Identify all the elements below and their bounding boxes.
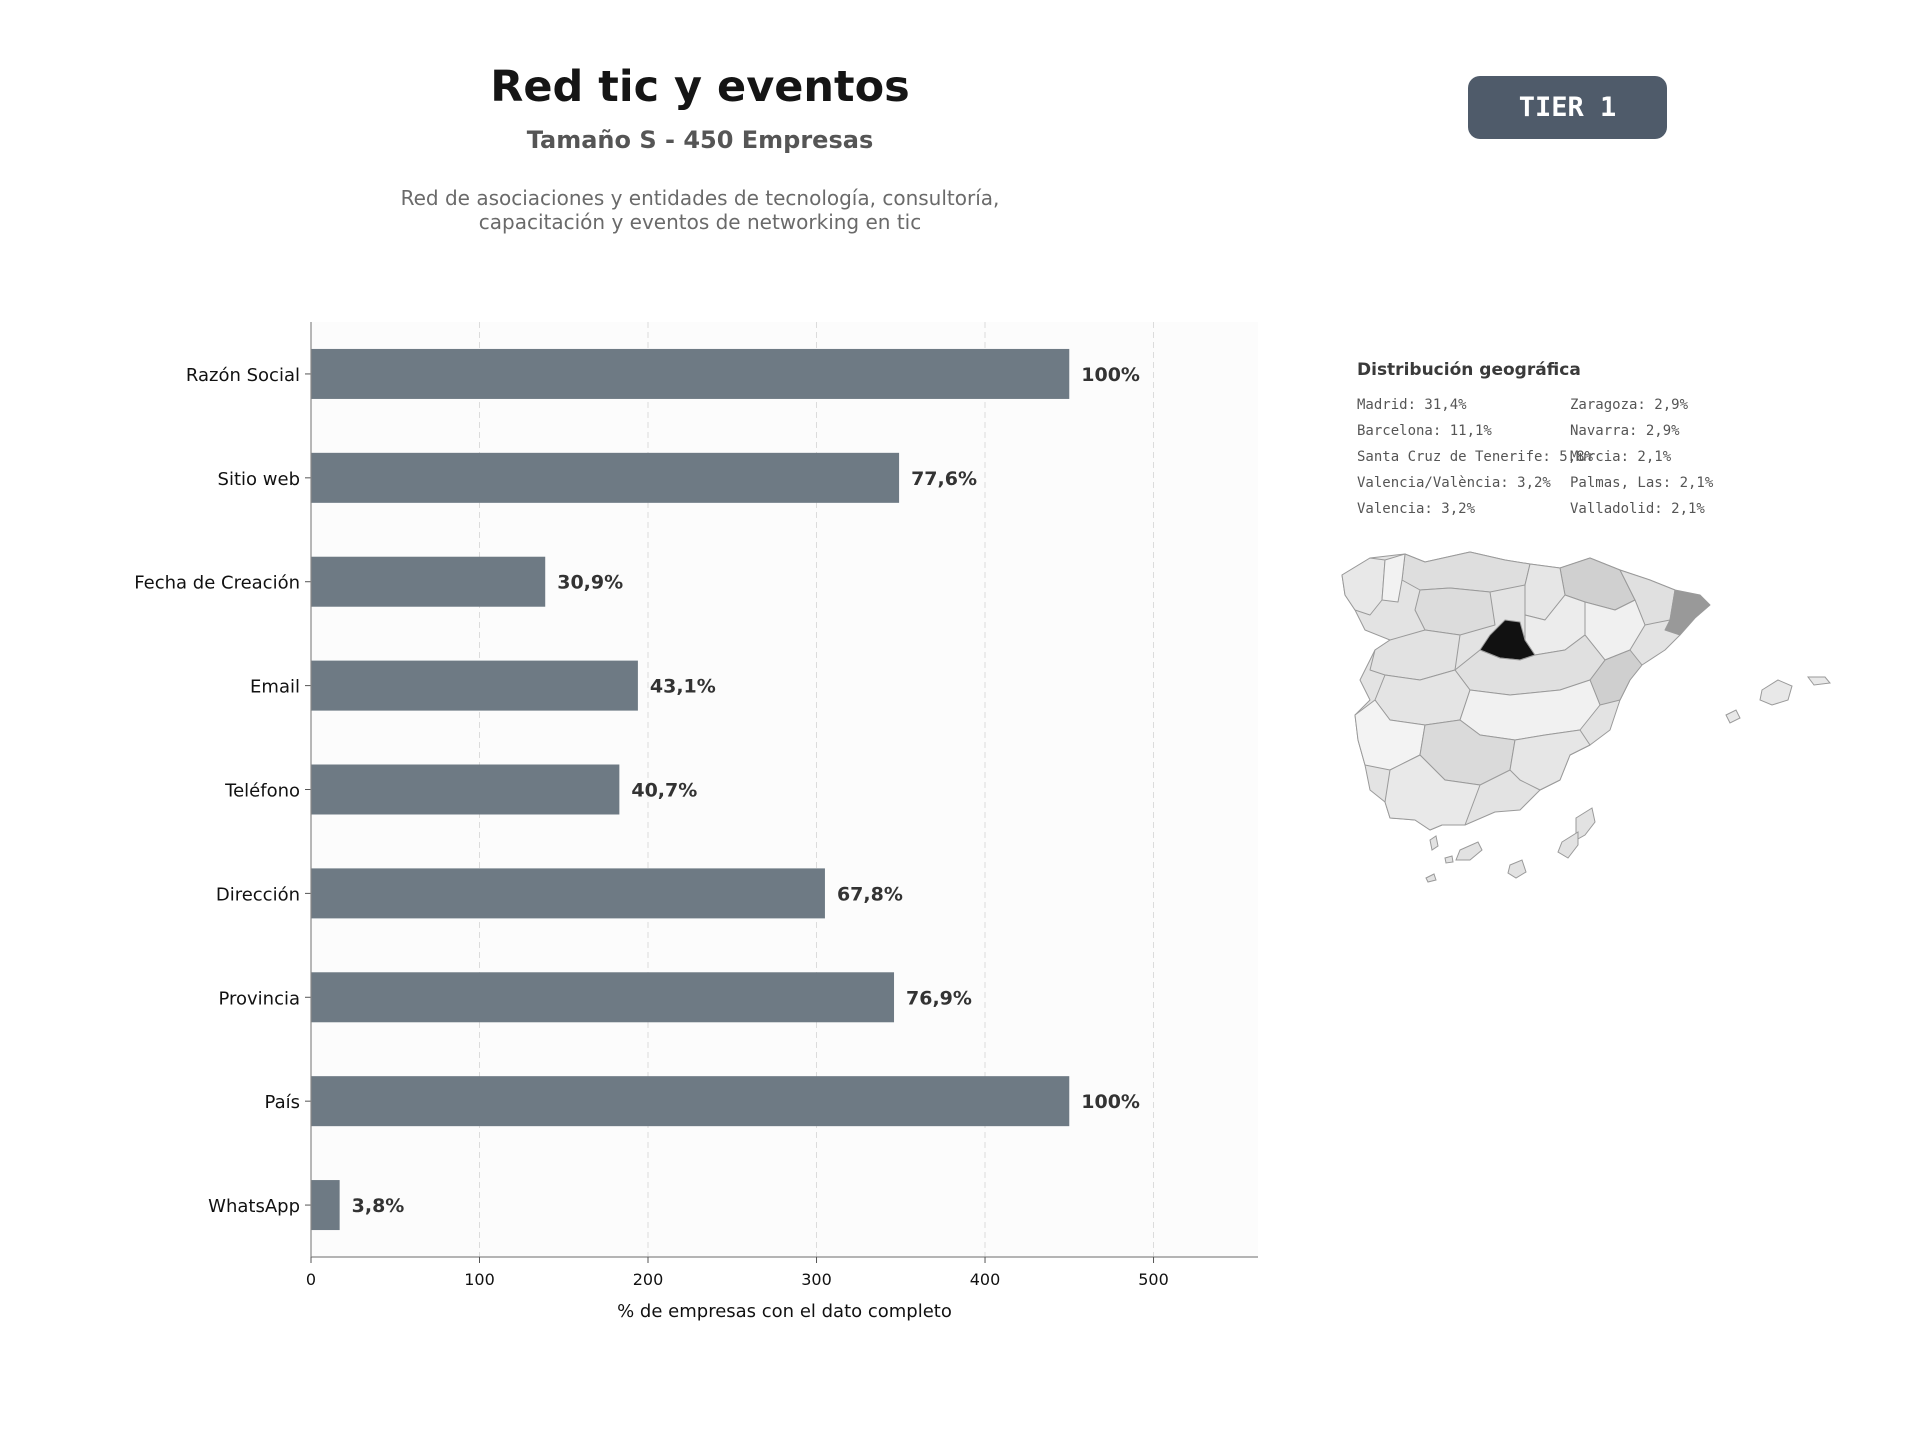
geo-item: Valencia: 3,2% bbox=[1357, 501, 1476, 517]
page-title: Red tic y eventos bbox=[490, 62, 910, 112]
page-description: Red de asociaciones y entidades de tecno… bbox=[200, 186, 1200, 234]
data-label: 30,9% bbox=[557, 572, 623, 594]
map-region bbox=[1341, 557, 1386, 616]
map-island-mallorca bbox=[1759, 679, 1793, 706]
completeness-bar-chart: 100% Razón Social 77,6% Sitio web 30,9% Fecha… bbox=[134, 322, 1258, 1322]
map-island-ibiza bbox=[1725, 709, 1741, 724]
geo-item: Palmas, Las: 2,1% bbox=[1570, 475, 1714, 491]
geo-item: Santa Cruz de Tenerife: 5,8% bbox=[1357, 449, 1594, 465]
x-tick-label: 400 bbox=[970, 1270, 1001, 1289]
map-region bbox=[1509, 729, 1591, 791]
bar bbox=[311, 452, 900, 503]
map-region bbox=[1401, 551, 1531, 593]
map-region bbox=[1381, 553, 1406, 603]
category-label: Razón Social bbox=[186, 365, 300, 386]
description-line-2: capacitación y eventos de networking en … bbox=[478, 210, 922, 234]
map-island-la-palma bbox=[1429, 835, 1439, 851]
category-label: Fecha de Creación bbox=[134, 573, 300, 594]
bar bbox=[311, 972, 895, 1023]
geo-item: Valladolid: 2,1% bbox=[1570, 501, 1705, 517]
category-label: Dirección bbox=[216, 884, 300, 905]
bar bbox=[311, 556, 546, 607]
bar bbox=[311, 348, 1070, 399]
data-label: 43,1% bbox=[650, 676, 716, 698]
data-label: 67,8% bbox=[837, 883, 903, 905]
map-island-menorca bbox=[1807, 676, 1831, 686]
bar bbox=[311, 1076, 1070, 1127]
x-tick-label: 100 bbox=[464, 1270, 495, 1289]
geo-item: Barcelona: 11,1% bbox=[1357, 423, 1492, 439]
geo-item: Valencia/València: 3,2% bbox=[1357, 475, 1551, 491]
page-subtitle: Tamaño S - 450 Empresas bbox=[526, 126, 874, 154]
category-label: WhatsApp bbox=[208, 1196, 300, 1217]
description-line-1: Red de asociaciones y entidades de tecno… bbox=[400, 186, 1000, 210]
data-label: 3,8% bbox=[352, 1195, 405, 1217]
category-label: Sitio web bbox=[218, 469, 300, 490]
geo-item: Zaragoza: 2,9% bbox=[1570, 397, 1689, 413]
x-tick-label: 300 bbox=[801, 1270, 832, 1289]
data-label: 100% bbox=[1081, 364, 1140, 386]
data-label: 100% bbox=[1081, 1091, 1140, 1113]
bar bbox=[311, 764, 620, 815]
map-region-barcelona bbox=[1664, 589, 1711, 636]
category-label: Provincia bbox=[218, 988, 300, 1009]
category-label: País bbox=[265, 1092, 300, 1113]
map-island-lanzarote bbox=[1575, 807, 1596, 841]
map-island-hierro bbox=[1425, 873, 1437, 883]
map-island-gran-canaria bbox=[1507, 859, 1527, 879]
geo-item: Murcia: 2,1% bbox=[1570, 449, 1672, 465]
bar bbox=[311, 868, 825, 919]
data-label: 77,6% bbox=[911, 468, 977, 490]
bar bbox=[311, 660, 638, 711]
map-island-tenerife bbox=[1455, 841, 1483, 861]
x-tick-label: 0 bbox=[306, 1270, 316, 1289]
map-island-fuerteventura bbox=[1557, 831, 1579, 859]
map-region bbox=[1414, 587, 1496, 636]
geo-item: Navarra: 2,9% bbox=[1570, 423, 1680, 439]
map-island-gomera bbox=[1444, 855, 1454, 864]
x-tick-label: 500 bbox=[1138, 1270, 1169, 1289]
category-label: Email bbox=[250, 677, 300, 698]
tier-badge: TIER 1 bbox=[1468, 76, 1667, 139]
map-region bbox=[1384, 754, 1481, 831]
geo-distribution-title: Distribución geográfica bbox=[1357, 360, 1581, 380]
category-label: Teléfono bbox=[224, 781, 300, 802]
x-axis-label: % de empresas con el dato completo bbox=[617, 1301, 952, 1322]
data-label: 40,7% bbox=[631, 780, 697, 802]
spain-choropleth-map bbox=[1341, 551, 1831, 883]
x-tick-label: 200 bbox=[633, 1270, 664, 1289]
geo-item: Madrid: 31,4% bbox=[1357, 397, 1467, 413]
bar bbox=[311, 1180, 340, 1231]
data-label: 76,9% bbox=[906, 987, 972, 1009]
